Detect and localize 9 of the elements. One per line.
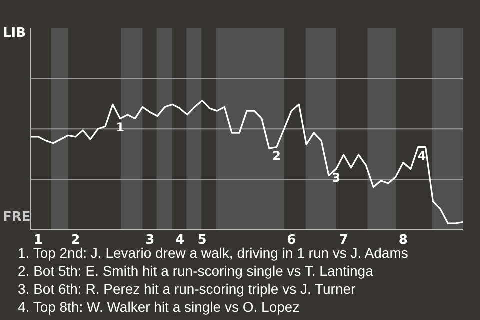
text: FRE (3, 210, 31, 225)
annotation: 2 (272, 148, 281, 163)
text: 2. Bot 5th: E. Smith hit a run-scoring single vs T. Lantinga (18, 262, 374, 280)
text: 4. Top 8th: W. Walker hit a single vs O. Lopez (18, 298, 301, 316)
annotation: 4 (418, 148, 426, 163)
text: 3. Bot 6th: R. Perez hit a run-scoring triple vs J. Turner (18, 280, 357, 298)
annotation: 3 (332, 170, 341, 185)
annotation: 1 (116, 120, 125, 134)
text: LIB (3, 26, 26, 41)
